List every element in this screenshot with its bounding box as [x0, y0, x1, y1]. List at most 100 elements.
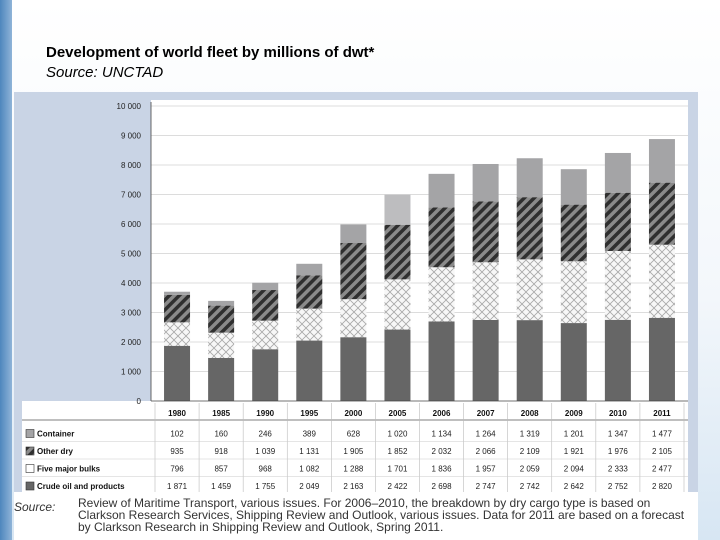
- data-label: 102: [170, 430, 184, 439]
- data-label: 1 020: [387, 430, 408, 439]
- bar-crude-oil: [208, 357, 235, 401]
- bar-five-major-bulks: [604, 250, 631, 320]
- bar-other-dry: [384, 224, 411, 280]
- x-category-label: 2010: [609, 409, 627, 418]
- bar-five-major-bulks: [252, 320, 279, 350]
- data-label: 1 459: [211, 482, 232, 491]
- data-label: 389: [303, 430, 317, 439]
- bar-container: [428, 173, 455, 208]
- data-label: 2 747: [476, 482, 497, 491]
- bar-series: [151, 139, 688, 402]
- source-text: Review of Maritime Transport, various is…: [78, 496, 685, 534]
- bar-five-major-bulks: [340, 299, 367, 338]
- data-label: 1 957: [476, 465, 497, 474]
- data-label: 1 319: [520, 430, 541, 439]
- bar-container: [384, 194, 411, 225]
- data-label: 1 905: [343, 447, 364, 456]
- data-label: 1 201: [564, 430, 585, 439]
- data-label: 1 871: [167, 482, 188, 491]
- gridlines: [151, 105, 688, 372]
- legend-swatch-bulks: [25, 464, 35, 473]
- bar-container: [604, 152, 631, 193]
- legend-swatch-container: [25, 429, 35, 438]
- slide-left-accent: [0, 0, 12, 540]
- data-label: 2 059: [520, 465, 541, 474]
- x-category-label: 1985: [212, 409, 230, 418]
- data-label: 2 477: [652, 465, 673, 474]
- data-label: 857: [214, 465, 228, 474]
- legend-label-bulks: Five major bulks: [37, 465, 101, 474]
- bar-crude-oil: [428, 321, 455, 401]
- data-label: 2 820: [652, 482, 673, 491]
- y-tick-label: 1 000: [121, 368, 142, 377]
- bar-container: [516, 158, 543, 198]
- bar-other-dry: [296, 275, 323, 309]
- bar-crude-oil: [472, 319, 499, 401]
- bar-crude-oil: [648, 317, 675, 401]
- data-label: 1 347: [608, 430, 629, 439]
- data-label: 2 066: [476, 447, 497, 456]
- data-label: 968: [259, 465, 273, 474]
- data-label: 1 039: [255, 447, 276, 456]
- bar-container: [252, 282, 279, 291]
- data-label: 2 163: [343, 482, 364, 491]
- y-tick-label: 0: [137, 397, 142, 406]
- bar-container: [164, 291, 191, 295]
- y-tick-label: 2 000: [121, 338, 142, 347]
- data-label: 1 755: [255, 482, 276, 491]
- legend-label-crude: Crude oil and products: [37, 482, 125, 491]
- bar-crude-oil: [340, 337, 367, 401]
- bar-container: [296, 263, 323, 276]
- data-label: 2 109: [520, 447, 541, 456]
- data-label: 2 642: [564, 482, 585, 491]
- data-label: 2 049: [299, 482, 320, 491]
- data-label: 935: [170, 447, 184, 456]
- bar-crude-oil: [516, 320, 543, 401]
- data-label: 1 477: [652, 430, 673, 439]
- source-strip: [14, 492, 698, 540]
- bar-five-major-bulks: [560, 261, 587, 324]
- data-label: 2 094: [564, 465, 585, 474]
- bar-five-major-bulks: [472, 262, 499, 320]
- data-label: 2 105: [652, 447, 673, 456]
- y-tick-label: 10 000: [117, 102, 142, 111]
- plot-area: [151, 100, 688, 401]
- data-label: 796: [170, 465, 184, 474]
- bar-container: [472, 163, 499, 202]
- data-label: 2 698: [432, 482, 453, 491]
- y-axis: 0 1 000 2 000 3 000 4 000 5 000 6 000 7 000 8 00…: [117, 102, 152, 406]
- bar-container: [208, 300, 235, 306]
- legend-label-container: Container: [37, 430, 74, 439]
- bar-five-major-bulks: [296, 308, 323, 341]
- y-tick-label: 3 000: [121, 309, 142, 318]
- bar-other-dry: [472, 201, 499, 263]
- x-category-label: 1980: [168, 409, 186, 418]
- bar-container: [560, 169, 587, 205]
- x-category-label: 2000: [344, 409, 362, 418]
- data-label: 2 333: [608, 465, 629, 474]
- slide-title: Development of world fleet by millions o…: [46, 44, 375, 61]
- data-label: 1 921: [564, 447, 585, 456]
- bar-crude-oil: [560, 323, 587, 401]
- x-category-label: 2011: [653, 409, 671, 418]
- y-tick-label: 4 000: [121, 279, 142, 288]
- data-label: 2 752: [608, 482, 629, 491]
- x-category-label: 2006: [433, 409, 451, 418]
- legend-swatch-crude: [25, 481, 35, 491]
- slide-subtitle: Source: UNCTAD: [46, 64, 164, 81]
- chart-panel: 0 1 000 2 000 3 000 4 000 5 000 6 000 7 000 8 00…: [14, 92, 698, 495]
- x-category-label: 1995: [300, 409, 318, 418]
- bar-other-dry: [208, 305, 235, 333]
- data-label: 1 131: [299, 447, 320, 456]
- bar-crude-oil: [296, 340, 323, 401]
- x-category-label: 2007: [477, 409, 495, 418]
- bar-other-dry: [164, 294, 191, 323]
- bar-five-major-bulks: [384, 279, 411, 330]
- y-tick-label: 9 000: [121, 132, 142, 141]
- y-tick-label: 6 000: [121, 220, 142, 229]
- bar-other-dry: [560, 204, 587, 262]
- bar-other-dry: [340, 242, 367, 300]
- x-category-label: 2008: [521, 409, 539, 418]
- legend-swatch-other_dry: [25, 446, 35, 456]
- y-tick-label: 8 000: [121, 161, 142, 170]
